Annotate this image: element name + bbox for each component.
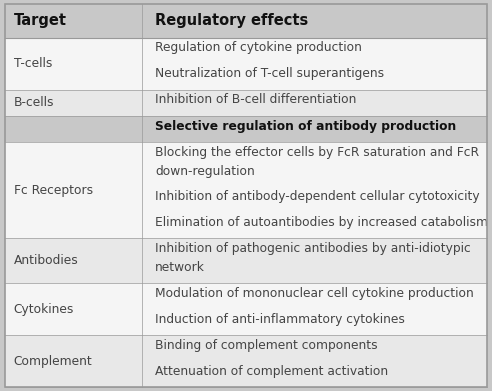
Text: Fc Receptors: Fc Receptors	[14, 184, 93, 197]
Bar	[5, 116, 487, 142]
Text: T-cells: T-cells	[14, 57, 52, 70]
Bar	[5, 335, 487, 387]
Text: Regulation of cytokine production: Regulation of cytokine production	[155, 41, 362, 54]
Bar	[5, 38, 487, 90]
Text: Inhibition of antibody-dependent cellular cytotoxicity: Inhibition of antibody-dependent cellula…	[155, 190, 480, 203]
Bar	[5, 90, 487, 116]
Text: down-regulation: down-regulation	[155, 165, 255, 178]
Text: Induction of anti-inflammatory cytokines: Induction of anti-inflammatory cytokines	[155, 313, 405, 326]
Bar	[5, 283, 487, 335]
Text: Target: Target	[14, 13, 67, 28]
Text: B-cells: B-cells	[14, 96, 54, 109]
Text: Modulation of mononuclear cell cytokine production: Modulation of mononuclear cell cytokine …	[155, 287, 474, 300]
Text: Inhibition of pathogenic antibodies by anti-idiotypic: Inhibition of pathogenic antibodies by a…	[155, 242, 471, 255]
Text: Selective regulation of antibody production: Selective regulation of antibody product…	[155, 120, 456, 133]
Text: Neutralization of T-cell superantigens: Neutralization of T-cell superantigens	[155, 67, 384, 80]
Text: Elimination of autoantibodies by increased catabolism: Elimination of autoantibodies by increas…	[155, 216, 488, 229]
Text: Blocking the effector cells by FcR saturation and FcR: Blocking the effector cells by FcR satur…	[155, 146, 479, 159]
Text: Complement: Complement	[14, 355, 92, 368]
Text: Cytokines: Cytokines	[14, 303, 74, 316]
Bar	[5, 142, 487, 239]
Text: Antibodies: Antibodies	[14, 255, 79, 267]
Text: Attenuation of complement activation: Attenuation of complement activation	[155, 364, 388, 378]
Bar	[5, 239, 487, 283]
Bar	[5, 4, 487, 38]
Text: Inhibition of B-cell differentiation: Inhibition of B-cell differentiation	[155, 93, 356, 106]
Text: network: network	[155, 261, 205, 274]
Text: Regulatory effects: Regulatory effects	[155, 13, 308, 28]
Text: Binding of complement components: Binding of complement components	[155, 339, 377, 352]
